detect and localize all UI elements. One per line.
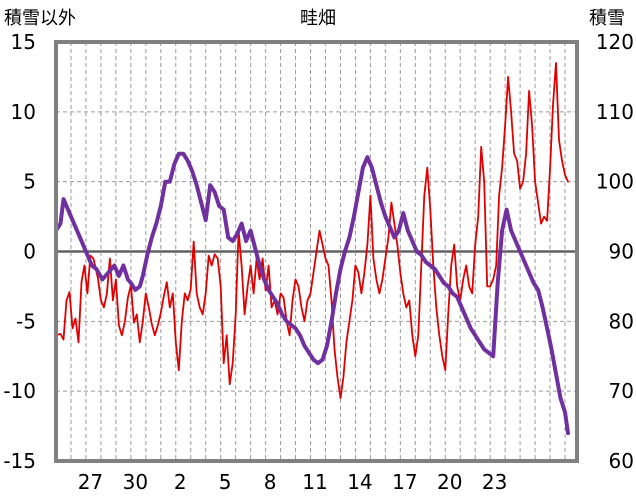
right-tick-label: 70 [609, 379, 634, 403]
left-tick-label: 0 [23, 240, 36, 264]
left-tick-label: 10 [11, 100, 36, 124]
left-tick-label: -15 [3, 449, 36, 473]
x-tick-label: 20 [437, 470, 462, 494]
left-tick-label: 15 [11, 30, 36, 54]
left-tick-label: -5 [16, 309, 36, 333]
x-tick-label: 11 [302, 470, 327, 494]
left-axis-label: 積雪以外 [4, 8, 76, 29]
right-tick-label: 110 [596, 100, 634, 124]
x-tick-labels: 27 30 2 5 8 11 14 17 20 23 [78, 470, 508, 494]
left-tick-labels: 15 10 5 0 -5 -10 -15 [3, 30, 36, 473]
x-tick-label: 30 [123, 470, 148, 494]
right-tick-labels: 120 110 100 90 80 70 60 [596, 30, 634, 473]
right-tick-label: 90 [609, 240, 634, 264]
x-tick-label: 17 [392, 470, 417, 494]
right-tick-label: 80 [609, 309, 634, 333]
right-axis-label: 積雪 [589, 8, 625, 29]
other-series-line [55, 62, 569, 399]
x-tick-label: 23 [482, 470, 507, 494]
x-tick-label: 27 [78, 470, 103, 494]
right-tick-label: 100 [596, 170, 634, 194]
x-tick-label: 2 [174, 470, 187, 494]
left-tick-label: 5 [23, 170, 36, 194]
chart-title: 畦畑 [300, 8, 336, 29]
left-tick-label: -10 [3, 379, 36, 403]
x-tick-label: 14 [347, 470, 372, 494]
x-tick-label: 8 [264, 470, 277, 494]
right-tick-label: 120 [596, 30, 634, 54]
x-tick-label: 5 [219, 470, 232, 494]
plot-frame [54, 40, 579, 463]
snow-series-line [54, 151, 570, 436]
data-lines [54, 62, 570, 436]
right-tick-label: 60 [609, 449, 634, 473]
